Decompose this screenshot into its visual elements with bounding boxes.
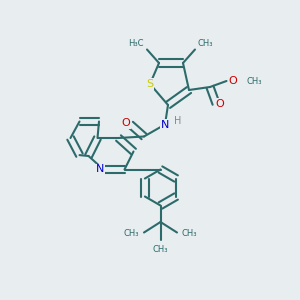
Text: O: O bbox=[228, 76, 237, 86]
Text: CH₃: CH₃ bbox=[246, 76, 262, 85]
Text: H: H bbox=[174, 116, 182, 127]
Text: CH₃: CH₃ bbox=[182, 230, 197, 238]
Text: CH₃: CH₃ bbox=[124, 230, 140, 238]
Text: CH₃: CH₃ bbox=[153, 245, 168, 254]
Text: S: S bbox=[146, 79, 154, 89]
Text: N: N bbox=[96, 164, 104, 175]
Text: H₃C: H₃C bbox=[128, 39, 144, 48]
Text: O: O bbox=[215, 98, 224, 109]
Text: O: O bbox=[122, 118, 130, 128]
Text: CH₃: CH₃ bbox=[198, 39, 214, 48]
Text: N: N bbox=[161, 119, 169, 130]
